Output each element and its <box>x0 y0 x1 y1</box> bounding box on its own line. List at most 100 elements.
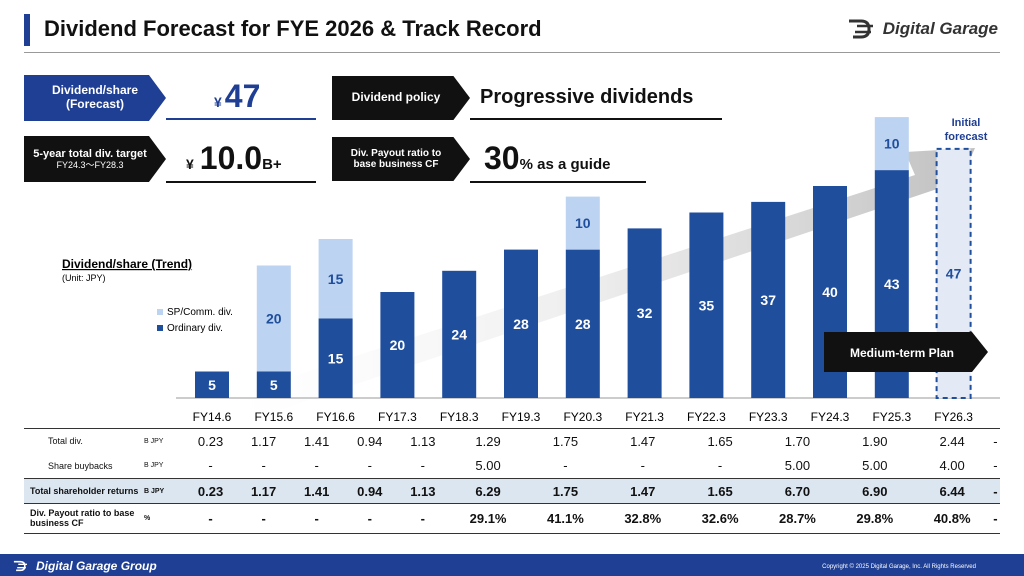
table-cell: 32.6% <box>681 503 759 534</box>
medium-term-plan-arrow <box>824 332 988 372</box>
table-cell: 5.00 <box>784 458 811 474</box>
table-cell: - <box>208 458 213 474</box>
xlabel-FY26.3: FY26.3 <box>934 410 973 424</box>
xlabel-FY18.3: FY18.3 <box>440 410 479 424</box>
table-cell: 32.8% <box>604 503 682 534</box>
table-cell: 1.47 <box>604 478 682 504</box>
xlabel-FY19.3: FY19.3 <box>502 410 541 424</box>
target-underline <box>166 181 316 183</box>
bar-ordinary-FY16.6 <box>318 318 353 398</box>
shareholder-returns-table: Total div. B JPY 0.23 1.17 1.41 0.94 1.13 1.29 1… <box>24 428 1000 534</box>
footer-logo: Digital Garage Group <box>12 559 157 573</box>
label-ordinary-FY19.3: 28 <box>513 316 529 332</box>
label-ordinary-FY17.3: 20 <box>390 337 406 353</box>
table-cell: 1.41 <box>290 428 344 454</box>
label-ordinary-FY15.6: 5 <box>270 377 278 393</box>
payout-underline <box>470 181 646 183</box>
xlabel-FY20.3: FY20.3 <box>563 410 602 424</box>
label-special-FY20.3: 10 <box>575 215 591 231</box>
table-cell: 1.47 <box>604 428 682 454</box>
dividend-policy-label: Dividend policy <box>332 76 470 120</box>
payout-ratio-value: 30 % as a guide <box>484 140 611 176</box>
xlabel-FY17.3: FY17.3 <box>378 410 417 424</box>
footer-logo-icon <box>13 560 27 572</box>
table-cell: - <box>717 458 723 474</box>
table-cell: 6.90 <box>836 478 914 504</box>
table-cell: 40.8% <box>913 503 991 534</box>
table-cell: - <box>290 503 344 534</box>
xlabel-FY21.3: FY21.3 <box>625 410 664 424</box>
growth-arrow <box>235 148 975 418</box>
table-cell: - <box>993 458 998 474</box>
label-ordinary-FY14.6: 5 <box>208 377 216 393</box>
legend-special-label: SP/Comm. div. <box>167 307 233 318</box>
legend-ordinary-swatch <box>157 325 163 331</box>
table-cell: 1.13 <box>396 428 450 454</box>
label-ordinary-FY16.6: 15 <box>328 350 344 366</box>
label-ordinary-FY26.3: 47 <box>946 265 962 281</box>
table-cell: - <box>990 503 1000 534</box>
xlabel-FY15.6: FY15.6 <box>254 410 293 424</box>
table-cell: - <box>990 428 1000 454</box>
row-unit: % <box>144 503 184 534</box>
bar-special-FY20.3 <box>565 196 600 250</box>
row-label: Share buybacks <box>48 460 113 471</box>
legend-special-swatch <box>157 309 163 315</box>
row-label: Div. Payout ratio to base business CF <box>24 503 144 534</box>
row-label: Total shareholder returns <box>24 478 144 504</box>
bar-ordinary-FY21.3 <box>627 228 662 398</box>
table-cell: 1.90 <box>836 428 914 454</box>
table-cell: - <box>396 503 450 534</box>
table-cell: 2.44 <box>913 428 991 454</box>
table-cell: - <box>640 458 645 474</box>
xlabel-FY25.3: FY25.3 <box>872 410 911 424</box>
table-cell: - <box>261 458 266 474</box>
label-special-FY16.6: 15 <box>328 271 344 287</box>
dps-forecast-label: Dividend/share (Forecast) <box>24 75 166 121</box>
table-cell: 6.29 <box>449 478 527 504</box>
table-cell: 1.17 <box>237 478 291 504</box>
initial-forecast-label-2: forecast <box>945 131 988 143</box>
dps-underline <box>166 118 316 120</box>
bar-ordinary-FY20.3 <box>565 249 600 398</box>
digital-garage-logo-icon <box>848 19 873 39</box>
bar-ordinary-FY14.6 <box>195 371 229 398</box>
table-cell: 1.75 <box>526 478 605 504</box>
bar-special-FY25.3 <box>874 117 909 171</box>
table-cell: 1.41 <box>290 478 344 504</box>
xlabel-FY22.3: FY22.3 <box>687 410 726 424</box>
table-cell: 1.17 <box>237 428 291 454</box>
five-year-target-value: ¥ 10.0 B+ <box>186 140 282 176</box>
medium-term-plan-label: Medium-term Plan <box>850 346 954 360</box>
bar-ordinary-FY19.3 <box>504 249 538 398</box>
table-cell: 5.00 <box>862 458 888 474</box>
row-unit: B JPY <box>144 462 164 470</box>
payout-ratio-label: Div. Payout ratio to base business CF <box>332 137 470 181</box>
dividend-policy-value: Progressive dividends <box>480 86 694 108</box>
table-cell: 6.44 <box>913 478 991 504</box>
table-cell: 1.65 <box>681 428 759 454</box>
table-cell: 0.23 <box>184 478 238 504</box>
label-special-FY15.6: 20 <box>266 311 282 327</box>
table-cell: - <box>367 458 372 474</box>
table-cell: 0.94 <box>343 478 397 504</box>
five-year-target-label: 5-year total div. target FY24.3～FY28.3 <box>24 136 166 182</box>
bar-ordinary-FY17.3 <box>380 292 415 398</box>
table-row: Share buybacks B JPY - - - - - 5.00 - - - 5.00 5.00 4… <box>24 454 1000 479</box>
bar-ordinary-FY15.6 <box>256 371 291 398</box>
table-cell: 0.23 <box>184 428 238 454</box>
logo-text: Digital Garage <box>882 19 998 38</box>
row-unit: B JPY <box>144 428 184 454</box>
label-ordinary-FY20.3: 28 <box>575 316 591 332</box>
title-accent-bar <box>24 14 30 46</box>
table-cell: 5.00 <box>475 458 501 474</box>
row-unit: B JPY <box>144 478 184 504</box>
table-cell: - <box>420 458 426 474</box>
xlabel-FY16.6: FY16.6 <box>316 410 355 424</box>
table-cell: 1.13 <box>396 478 450 504</box>
title-divider <box>24 52 1000 53</box>
table-cell: 1.70 <box>758 428 837 454</box>
table-cell: - <box>990 478 1000 504</box>
row-label: Total div. <box>24 428 144 454</box>
table-row: Total div. B JPY 0.23 1.17 1.41 0.94 1.13 1.29 1… <box>24 428 1000 454</box>
